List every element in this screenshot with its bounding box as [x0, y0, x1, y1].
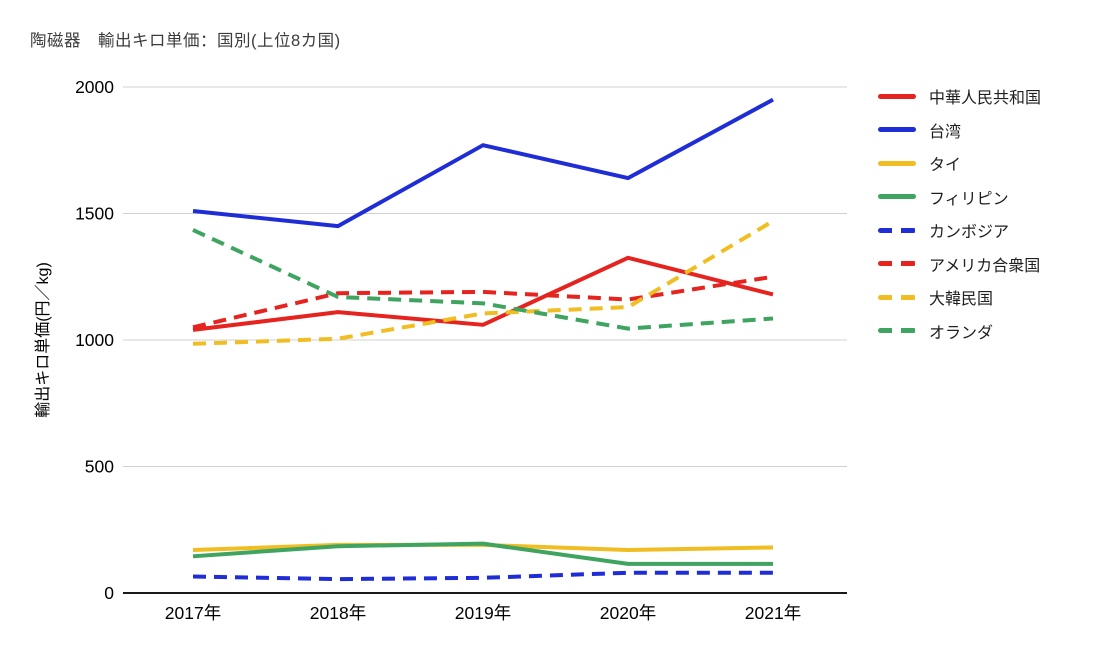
y-axis-title: 輸出キロ単価(円／kg)	[35, 262, 52, 418]
y-tick-label: 1500	[75, 204, 114, 224]
x-tick-label: 2018年	[310, 603, 366, 623]
legend-label: 大韓民国	[929, 291, 994, 308]
legend-label: 中華人民共和国	[929, 90, 1042, 107]
legend-label: カンボジア	[929, 224, 1010, 241]
legend-label: 台湾	[929, 123, 962, 141]
y-tick-label: 0	[104, 583, 114, 603]
legend-item[interactable]: カンボジア	[878, 218, 1041, 242]
legend-label: フィリピン	[929, 190, 1009, 208]
plot-area: 0 500 1000 1500 2000 2017年 2018年 2019年 2020年 2021…	[75, 77, 847, 623]
series-line-4	[192, 570, 773, 582]
legend-dashed-line-icon	[878, 261, 916, 266]
series-line-6	[192, 219, 775, 346]
legend-item[interactable]: 中華人民共和国	[878, 84, 1041, 108]
y-tick-label: 500	[85, 457, 114, 477]
legend-item[interactable]: 大韓民国	[878, 285, 1041, 309]
legend-item[interactable]: オランダ	[878, 319, 1041, 343]
x-tick-label: 2020年	[600, 603, 656, 623]
series-line-1	[192, 97, 774, 229]
legend: 中華人民共和国 台湾タイフィリピンカンボジアアメリカ合衆国 大韓民国オランダ	[878, 84, 1041, 352]
legend-solid-line-icon	[878, 127, 916, 132]
y-tick-label: 1000	[75, 330, 114, 350]
legend-solid-line-icon	[878, 160, 916, 166]
legend-item[interactable]: 台湾	[878, 118, 1041, 142]
legend-label: オランダ	[929, 324, 994, 342]
x-tick-label: 2021年	[745, 603, 801, 623]
series-line-0	[192, 255, 774, 332]
series-line-3	[192, 541, 773, 566]
x-tick-label: 2019年	[455, 603, 511, 623]
series-line-7	[192, 228, 774, 331]
legend-label: タイ	[929, 157, 962, 174]
series-line-5	[192, 274, 774, 330]
legend-item[interactable]: フィリピン	[878, 185, 1041, 209]
legend-solid-line-icon	[878, 194, 916, 199]
legend-item[interactable]: タイ	[878, 151, 1041, 175]
legend-dashed-line-icon	[878, 227, 916, 233]
legend-solid-line-icon	[878, 93, 916, 99]
y-tick-label: 2000	[75, 77, 114, 97]
legend-label: アメリカ合衆国	[929, 257, 1041, 275]
legend-dashed-line-icon	[878, 328, 916, 333]
chart-title: 陶磁器 輸出キロ単価：国別(上位8カ国)	[30, 32, 341, 50]
legend-dashed-line-icon	[878, 294, 916, 300]
legend-item[interactable]: アメリカ合衆国	[878, 252, 1041, 276]
x-tick-label: 2017年	[165, 603, 221, 623]
